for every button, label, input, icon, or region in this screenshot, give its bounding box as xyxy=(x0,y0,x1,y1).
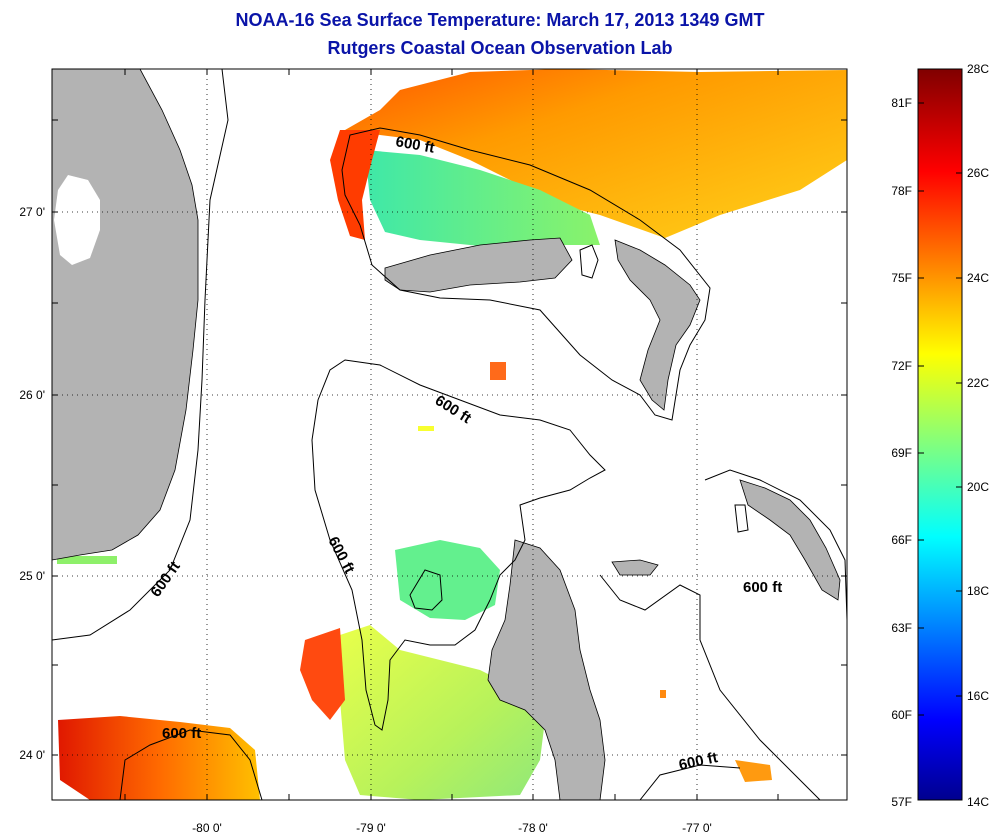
frame-ticks xyxy=(52,69,847,800)
lat-label-27: 27 0' xyxy=(19,205,45,219)
colorbar-gradient xyxy=(917,68,963,801)
colorbar-label-22c: 22C xyxy=(967,376,989,390)
isobath-line-exuma xyxy=(704,469,847,621)
contour-label-east: 600 ft xyxy=(743,579,782,596)
contour-label-north: 600 ft xyxy=(394,133,436,157)
isobath-line-florida xyxy=(52,69,229,641)
colorbar-label-66f: 66F xyxy=(891,533,912,547)
map-title: NOAA-16 Sea Surface Temperature: March 1… xyxy=(235,10,765,30)
colorbar-celsius-labels: 28C 26C 24C 22C 20C 18C 16C 14C xyxy=(967,62,989,809)
isobath-line-great-bahama-bank-west xyxy=(311,359,606,731)
isobath-line-southeast xyxy=(639,764,741,800)
sst-patch-south xyxy=(340,625,545,800)
isobath-line-south xyxy=(119,729,263,800)
sst-data-patches xyxy=(57,69,847,800)
longitude-labels: -80 0' -79 0' -78 0' -77 0' xyxy=(192,821,712,835)
land-masses xyxy=(52,69,841,800)
abaco-island xyxy=(614,239,701,411)
colorbar-label-26c: 26C xyxy=(967,166,989,180)
colorbar-label-60f: 60F xyxy=(891,708,912,722)
sst-patch-north-edge xyxy=(330,130,380,240)
sst-patch-north-cool xyxy=(365,150,600,250)
graticule xyxy=(52,69,847,800)
lat-label-26: 26 0' xyxy=(19,388,45,402)
colorbar-label-75f: 75F xyxy=(891,271,912,285)
sst-patch-small-3 xyxy=(660,690,666,698)
colorbar-label-63f: 63F xyxy=(891,621,912,635)
sst-patch-southwest xyxy=(58,716,260,800)
colorbar-label-81f: 81F xyxy=(891,96,912,110)
map-frame xyxy=(51,68,848,801)
isobath-line-east xyxy=(599,574,821,800)
sst-patch-center-green xyxy=(395,540,500,620)
sst-patch-southeast xyxy=(735,760,772,782)
sst-patch-south-edge xyxy=(300,628,345,720)
colorbar-label-69f: 69F xyxy=(891,446,912,460)
contour-label-south: 600 ft xyxy=(162,725,201,742)
colorbar-label-28c: 28C xyxy=(967,62,989,76)
colorbar-label-24c: 24C xyxy=(967,271,989,285)
colorbar-label-18c: 18C xyxy=(967,584,989,598)
latitude-labels: 27 0' 26 0' 25 0' 24 0' xyxy=(19,205,45,762)
colorbar-label-20c: 20C xyxy=(967,480,989,494)
sst-patch-north-warm xyxy=(345,69,847,238)
isobath-loop-east xyxy=(734,504,749,533)
lat-label-25: 25 0' xyxy=(19,569,45,583)
colorbar-label-57f: 57F xyxy=(891,795,912,809)
lat-label-24: 24 0' xyxy=(19,748,45,762)
andros-island xyxy=(487,539,606,800)
sst-patch-small-1 xyxy=(490,362,506,380)
colorbar-label-14c: 14C xyxy=(967,795,989,809)
lon-label-77: -77 0' xyxy=(682,821,712,835)
map-area: 600 ft 600 ft 600 ft 600 ft 600 ft 600 f… xyxy=(52,69,847,800)
colorbar: 81F 78F 75F 72F 69F 66F 63F 60F 57F 28C … xyxy=(891,62,989,809)
map-subtitle: Rutgers Coastal Ocean Observation Lab xyxy=(327,38,673,58)
isobath-line-little-bahama-bank xyxy=(341,127,711,421)
colorbar-label-72f: 72F xyxy=(891,359,912,373)
isobath-contours xyxy=(52,69,847,800)
colorbar-label-78f: 78F xyxy=(891,184,912,198)
new-providence-island xyxy=(611,559,659,576)
lon-label-78: -78 0' xyxy=(518,821,548,835)
isobath-loop-north xyxy=(579,244,599,279)
sst-patch-small-2 xyxy=(418,426,434,431)
lake-okeechobee xyxy=(54,175,100,265)
colorbar-label-16c: 16C xyxy=(967,689,989,703)
eleuthera-island xyxy=(739,479,841,601)
isobath-loop-center xyxy=(409,569,443,611)
lon-label-80: -80 0' xyxy=(192,821,222,835)
sst-patch-small-4 xyxy=(57,556,117,564)
colorbar-fahrenheit-labels: 81F 78F 75F 72F 69F 66F 63F 60F 57F xyxy=(891,96,912,809)
colorbar-ticks xyxy=(918,102,962,716)
lon-label-79: -79 0' xyxy=(356,821,386,835)
